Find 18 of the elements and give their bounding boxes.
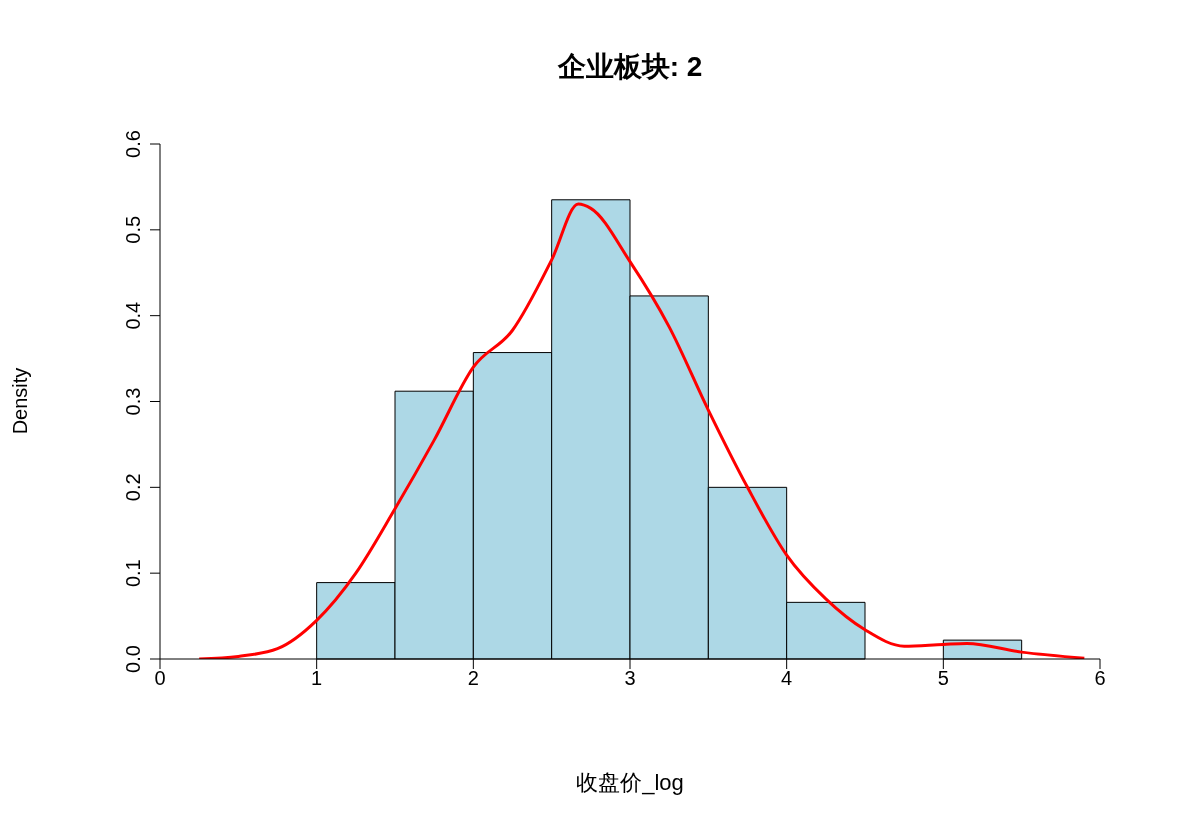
x-tick-label: 4 [781, 667, 793, 690]
y-axis-title: Density [8, 367, 32, 435]
x-tick-label: 6 [1094, 667, 1106, 690]
y-tick-label: 0.5 [122, 215, 144, 244]
y-tick-label: 0.4 [122, 301, 144, 330]
x-tick-label: 3 [624, 667, 636, 690]
x-tick-label: 1 [311, 667, 323, 690]
y-tick-label: 0.6 [122, 130, 144, 158]
x-axis-title: 收盘价_log [575, 769, 685, 797]
y-tick-label: 0.0 [122, 645, 144, 673]
x-tick-label: 0 [154, 667, 166, 690]
y-tick-label: 0.2 [122, 473, 144, 502]
y-tick-label: 0.3 [122, 387, 144, 416]
x-tick-label: 2 [467, 667, 479, 690]
x-tick-label: 5 [937, 667, 949, 690]
y-tick-label: 0.1 [122, 559, 144, 588]
line-series [197, 202, 1086, 659]
chart-title: 企业板块: 2 [556, 50, 704, 84]
